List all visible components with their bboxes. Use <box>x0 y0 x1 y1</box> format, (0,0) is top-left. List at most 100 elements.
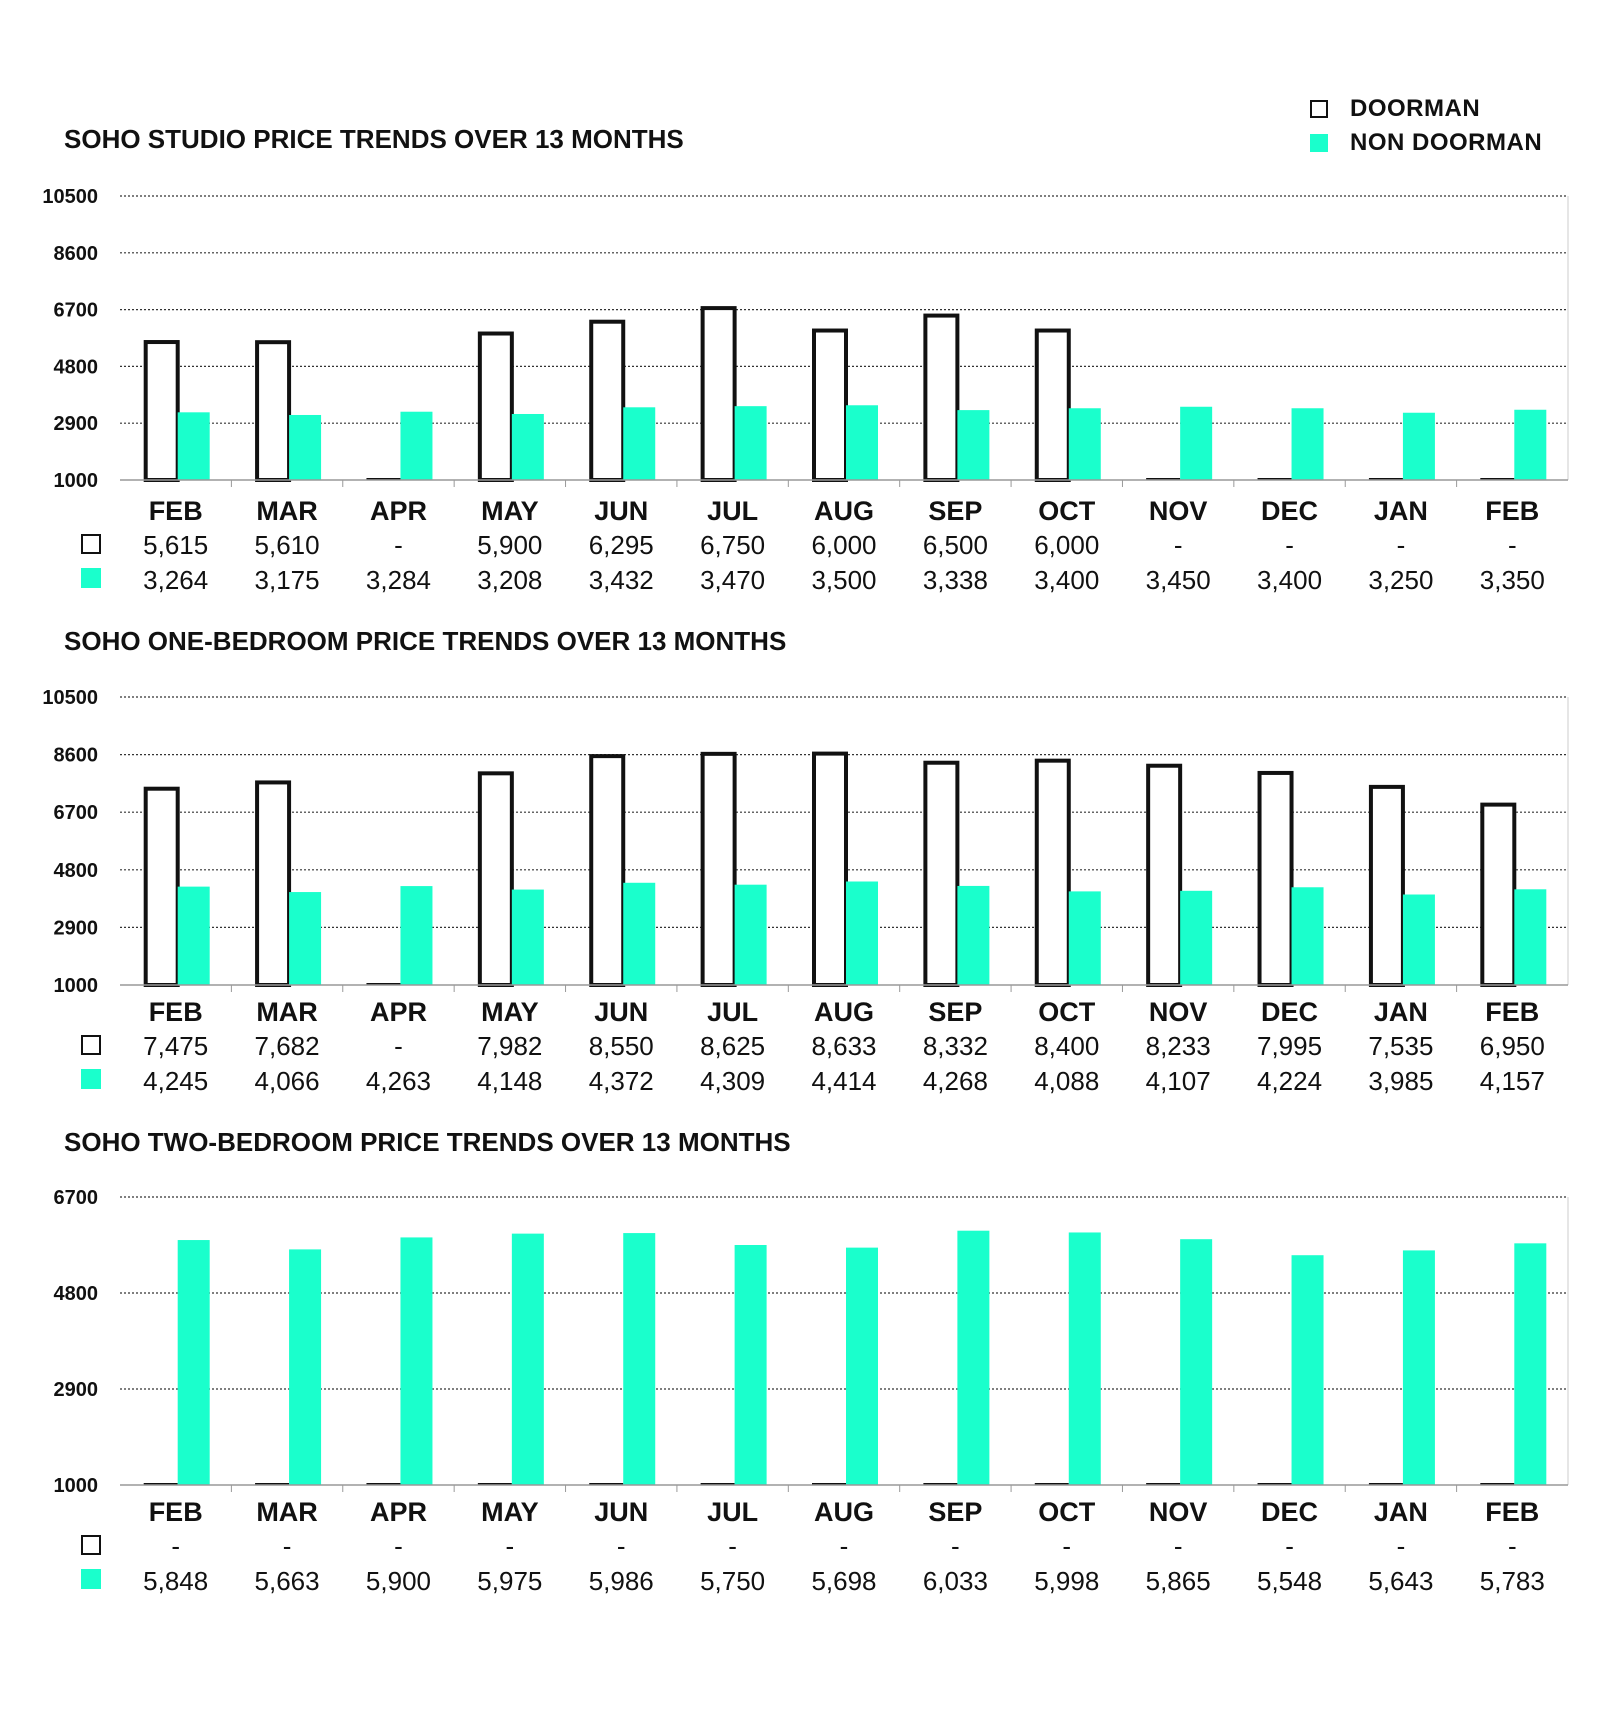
x-tick-label: DEC <box>1261 1497 1318 1527</box>
bar-non-doorman <box>177 412 210 480</box>
x-tick-label: MAR <box>256 496 318 526</box>
y-tick-label: 4800 <box>54 860 99 882</box>
x-tick-label: DEC <box>1261 997 1318 1027</box>
bar-non-doorman <box>623 407 656 480</box>
data-label-non-doorman: 3,400 <box>1257 565 1322 595</box>
data-label-doorman: 5,615 <box>143 530 208 560</box>
x-tick-label: SEP <box>928 496 982 526</box>
data-label-doorman: 8,550 <box>589 1031 654 1061</box>
y-tick-label: 2900 <box>54 1379 99 1401</box>
data-label-doorman: - <box>951 1531 960 1561</box>
bar-non-doorman <box>1068 1232 1101 1485</box>
bar-doorman-empty <box>143 1483 178 1485</box>
chart-2: SOHO ONE-BEDROOM PRICE TRENDS OVER 13 MO… <box>42 626 1569 1096</box>
data-label-doorman: 7,995 <box>1257 1031 1322 1061</box>
data-label-non-doorman: 3,284 <box>366 565 431 595</box>
bar-non-doorman <box>1291 887 1324 985</box>
bar-doorman <box>700 306 737 482</box>
data-label-doorman: - <box>1397 530 1406 560</box>
data-label-doorman: 7,535 <box>1368 1031 1433 1061</box>
bar-doorman-empty <box>589 1483 624 1485</box>
data-label-non-doorman: 5,698 <box>811 1566 876 1596</box>
chart-1: SOHO STUDIO PRICE TRENDS OVER 13 MONTHS 1… <box>42 124 1569 595</box>
y-tick-label: 1000 <box>54 470 99 492</box>
x-tick-label: JUN <box>594 1497 648 1527</box>
bar-doorman <box>923 760 960 987</box>
data-label-doorman: 8,633 <box>811 1031 876 1061</box>
data-label-non-doorman: 4,372 <box>589 1066 654 1096</box>
data-label-non-doorman: 3,338 <box>923 565 988 595</box>
outline-square-icon <box>81 534 101 554</box>
data-label-doorman: 5,610 <box>255 530 320 560</box>
y-tick-label: 2900 <box>54 413 99 435</box>
data-label-non-doorman: 5,975 <box>477 1566 542 1596</box>
data-label-non-doorman: 3,250 <box>1368 565 1433 595</box>
data-label-doorman: - <box>283 1531 292 1561</box>
data-label-non-doorman: 5,865 <box>1146 1566 1211 1596</box>
data-label-non-doorman: 5,848 <box>143 1566 208 1596</box>
bar-non-doorman <box>511 413 544 480</box>
data-label-non-doorman: 4,245 <box>143 1066 208 1096</box>
data-label-doorman: 6,000 <box>811 530 876 560</box>
bar-doorman-empty <box>923 1483 958 1485</box>
y-tick-label: 10500 <box>42 687 98 709</box>
bar-non-doorman <box>846 881 878 985</box>
bar-non-doorman <box>400 886 433 985</box>
chart-legend: DOORMAN NON DOORMAN <box>1310 92 1542 160</box>
bar-non-doorman <box>1402 412 1435 480</box>
bar-non-doorman <box>1402 1250 1435 1485</box>
y-tick-label: 10500 <box>42 186 98 208</box>
data-label-non-doorman: 4,088 <box>1034 1066 1099 1096</box>
bar-non-doorman <box>289 892 322 985</box>
y-tick-label: 6700 <box>54 802 99 824</box>
x-tick-label: OCT <box>1038 496 1096 526</box>
bar-doorman-empty <box>366 478 401 480</box>
bar-doorman-empty <box>366 1483 401 1485</box>
bar-doorman <box>812 328 848 482</box>
x-tick-label: SEP <box>928 997 982 1027</box>
data-label-non-doorman: 3,470 <box>700 565 765 595</box>
legend-label-non-doorman: NON DOORMAN <box>1350 129 1543 156</box>
x-tick-label: JAN <box>1374 997 1428 1027</box>
bar-doorman-empty <box>1034 1483 1069 1485</box>
data-label-non-doorman: 5,998 <box>1034 1566 1099 1596</box>
filled-square-icon <box>81 1069 101 1089</box>
bar-doorman-empty <box>1368 1483 1403 1485</box>
legend-item-doorman: DOORMAN <box>1310 92 1542 126</box>
data-label-non-doorman: 4,148 <box>477 1066 542 1096</box>
data-label-non-doorman: 4,157 <box>1480 1066 1545 1096</box>
x-tick-label: OCT <box>1038 997 1096 1027</box>
bar-doorman <box>1480 802 1517 987</box>
data-label-non-doorman: 3,175 <box>255 565 320 595</box>
bar-doorman <box>1368 784 1405 987</box>
bar-doorman-empty <box>255 1483 290 1485</box>
x-tick-label: FEB <box>149 997 203 1027</box>
x-tick-label: JUL <box>707 496 758 526</box>
x-tick-label: AUG <box>814 496 874 526</box>
bar-non-doorman <box>1180 890 1213 985</box>
bar-doorman <box>143 340 180 482</box>
bar-non-doorman <box>1402 894 1435 985</box>
x-tick-label: JAN <box>1374 496 1428 526</box>
filled-square-icon <box>1310 134 1328 152</box>
x-tick-label: NOV <box>1149 496 1208 526</box>
data-label-doorman: 8,400 <box>1034 1031 1099 1061</box>
data-label-non-doorman: 5,548 <box>1257 1566 1322 1596</box>
bar-doorman <box>589 754 626 987</box>
x-tick-label: MAY <box>481 496 539 526</box>
data-label-non-doorman: 4,414 <box>811 1066 876 1096</box>
x-tick-label: OCT <box>1038 1497 1096 1527</box>
data-label-doorman: 7,682 <box>255 1031 320 1061</box>
filled-square-icon <box>81 1569 101 1589</box>
bar-doorman-empty <box>1257 1483 1292 1485</box>
data-label-doorman: - <box>1174 530 1183 560</box>
bar-doorman-empty <box>700 1483 735 1485</box>
bar-non-doorman <box>734 1245 767 1485</box>
data-label-doorman: 8,233 <box>1146 1031 1211 1061</box>
y-tick-label: 8600 <box>54 745 99 767</box>
data-label-non-doorman: 4,107 <box>1146 1066 1211 1096</box>
chart-title: SOHO TWO-BEDROOM PRICE TRENDS OVER 13 MO… <box>64 1127 791 1157</box>
data-label-doorman: - <box>1174 1531 1183 1561</box>
data-label-non-doorman: 3,350 <box>1480 565 1545 595</box>
data-label-non-doorman: 3,264 <box>143 565 208 595</box>
